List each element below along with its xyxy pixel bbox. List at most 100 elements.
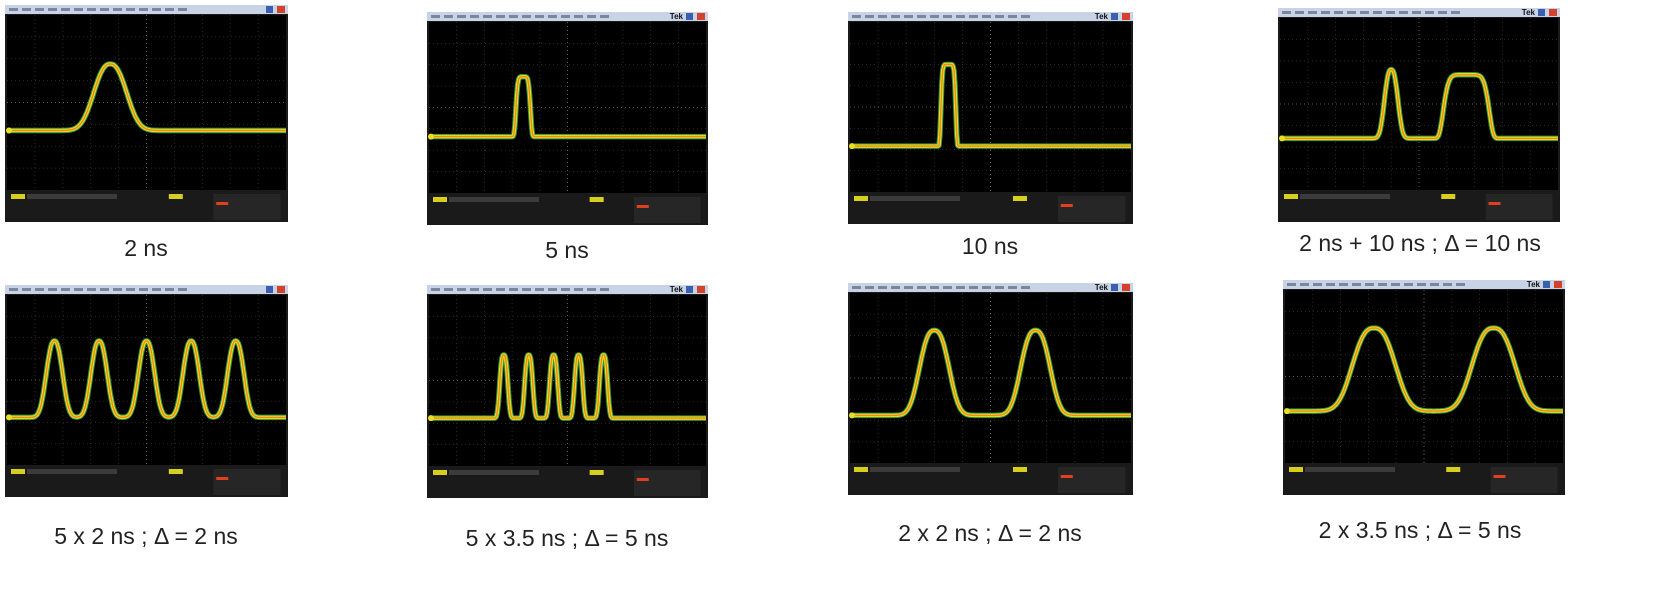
- close-button: [277, 6, 285, 13]
- menu-item: [956, 286, 965, 289]
- brand-label: Tek: [1527, 280, 1541, 289]
- help-button: [266, 286, 273, 293]
- menu-item: [509, 288, 518, 291]
- menu-item: [891, 15, 900, 18]
- scope-screenshot: Tek 5 ns: [427, 12, 708, 263]
- run-status: [636, 205, 649, 208]
- channel-marker: [1284, 408, 1290, 415]
- timebase-box: [1485, 194, 1553, 220]
- trace: [429, 76, 706, 138]
- trace: [850, 63, 1131, 147]
- menu-item: [165, 8, 174, 11]
- menu-item: [1373, 11, 1382, 14]
- brand-label: Tek: [670, 285, 684, 294]
- menu-item: [969, 15, 978, 18]
- menu-item: [470, 15, 479, 18]
- menu-item: [74, 8, 83, 11]
- brand-label: Tek: [670, 12, 684, 21]
- menu-item: [1360, 11, 1369, 14]
- channel-marker: [428, 415, 434, 422]
- scope-screenshot: 5 x 2 ns ; Δ = 2 ns: [5, 285, 288, 549]
- menu-item: [178, 8, 187, 11]
- info-strip: [1300, 194, 1390, 199]
- caption: 5 ns: [545, 237, 588, 263]
- menu-item: [496, 15, 505, 18]
- menu-item: [1313, 283, 1322, 286]
- trace: [7, 63, 286, 132]
- menu-item: [496, 288, 505, 291]
- menu-item: [9, 8, 18, 11]
- menu-item: [600, 288, 609, 291]
- menu-item: [113, 288, 122, 291]
- help-button: [1543, 281, 1550, 288]
- menu-item: [943, 15, 952, 18]
- menu-item: [574, 288, 583, 291]
- trigger-box: [1012, 467, 1027, 472]
- info-strip: [449, 470, 539, 475]
- channel-marker: [428, 133, 434, 140]
- menu-item: [969, 286, 978, 289]
- close-button: [697, 13, 705, 20]
- caption: 2 x 3.5 ns ; Δ = 5 ns: [1319, 517, 1522, 543]
- menu-item: [904, 15, 913, 18]
- scope-screen: [429, 295, 706, 466]
- menu-item: [917, 286, 926, 289]
- menu-item: [48, 288, 57, 291]
- menu-item: [48, 8, 57, 11]
- scope-screenshot: Tek 10 ns: [848, 12, 1133, 259]
- menu-item: [1451, 11, 1460, 14]
- menu-item: [35, 288, 44, 291]
- help-button: [1111, 13, 1118, 20]
- trigger-box: [589, 470, 604, 475]
- menu-item: [548, 15, 557, 18]
- trigger-box: [589, 197, 604, 202]
- timebase-box: [633, 197, 701, 223]
- menu-item: [878, 15, 887, 18]
- menu-item: [1391, 283, 1400, 286]
- menu-item: [1021, 15, 1030, 18]
- trace: [429, 354, 706, 419]
- info-strip: [870, 196, 960, 201]
- menu-item: [152, 8, 161, 11]
- caption: 5 x 3.5 ns ; Δ = 5 ns: [466, 525, 669, 551]
- scope-screenshot: Tek 2 x 2 ns ; Δ = 2 ns: [848, 283, 1133, 546]
- menu-item: [431, 288, 440, 291]
- menu-item: [1443, 283, 1452, 286]
- timebase-box: [1057, 467, 1126, 493]
- menu-item: [561, 288, 570, 291]
- menu-item: [509, 15, 518, 18]
- channel-marker: [6, 414, 12, 421]
- menu-item: [522, 15, 531, 18]
- help-button: [1111, 284, 1118, 291]
- caption: 5 x 2 ns ; Δ = 2 ns: [54, 523, 238, 549]
- trigger-box: [1012, 196, 1027, 201]
- menu-item: [152, 288, 161, 291]
- info-strip: [870, 467, 960, 472]
- channel-box: [854, 467, 868, 472]
- menu-item: [457, 15, 466, 18]
- close-button: [1122, 284, 1130, 291]
- menu-item: [865, 286, 874, 289]
- menu-item: [100, 288, 109, 291]
- menu-item: [891, 286, 900, 289]
- menu-item: [1378, 283, 1387, 286]
- menu-item: [1326, 283, 1335, 286]
- menu-item: [87, 288, 96, 291]
- menu-item: [113, 8, 122, 11]
- menu-item: [61, 288, 70, 291]
- menu-item: [9, 288, 18, 291]
- menu-item: [1334, 11, 1343, 14]
- menu-item: [535, 15, 544, 18]
- menu-item: [865, 15, 874, 18]
- menu-item: [956, 15, 965, 18]
- help-button: [686, 13, 693, 20]
- trace: [7, 340, 286, 419]
- menu-item: [574, 15, 583, 18]
- help-button: [686, 286, 693, 293]
- run-status: [1488, 202, 1501, 205]
- channel-marker: [1279, 135, 1285, 142]
- info-strip: [27, 469, 117, 474]
- menu-item: [982, 286, 991, 289]
- scope-screenshot: Tek 2 ns + 10 ns ; Δ = 10 ns: [1278, 8, 1560, 256]
